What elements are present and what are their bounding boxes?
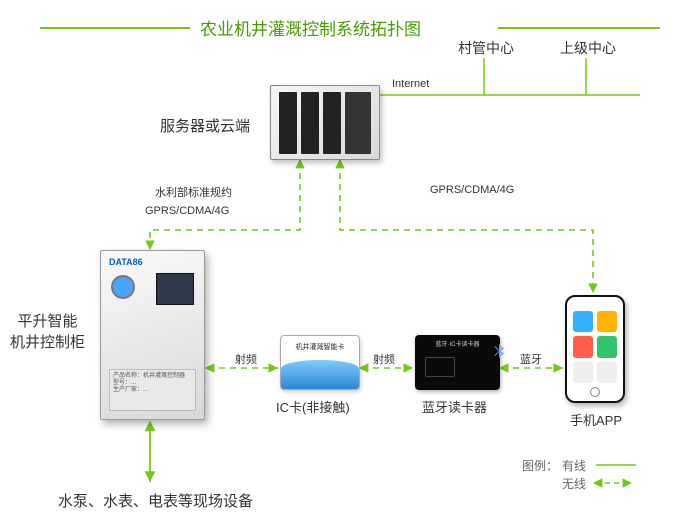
server-label: 服务器或云端 bbox=[160, 115, 250, 136]
ic-card-text: 机井灌溉智能卡 bbox=[281, 342, 359, 352]
phone-label: 手机APP bbox=[570, 410, 622, 429]
bt-label: 蓝牙 bbox=[520, 351, 542, 367]
ic-card-label: IC卡(非接触) bbox=[276, 397, 350, 416]
legend-wired: 有线 bbox=[562, 457, 586, 474]
protocol-label: 水利部标准规约 bbox=[155, 184, 232, 200]
cabinet-label: 平升智能 机井控制柜 bbox=[10, 310, 85, 352]
cabinet-brand: DATA86 bbox=[109, 257, 143, 267]
server-node bbox=[270, 85, 380, 160]
bt-reader-label: 蓝牙读卡器 bbox=[422, 397, 487, 416]
cabinet-node: DATA86 产品名称：机井灌溉控制器型号：...生产厂家：... bbox=[100, 250, 205, 420]
phone-node bbox=[565, 295, 625, 403]
topology-diagram: 农业机井灌溉控制系统拓扑图 服务器或云端 Internet 村管中心 上级中心 … bbox=[0, 0, 700, 530]
gprs-right-label: GPRS/CDMA/4G bbox=[430, 184, 514, 196]
superior-center-label: 上级中心 bbox=[560, 38, 616, 58]
diagram-title: 农业机井灌溉控制系统拓扑图 bbox=[200, 15, 421, 40]
app-grid bbox=[573, 311, 617, 383]
rf2-label: 射频 bbox=[373, 351, 395, 367]
field-devices-label: 水泵、水表、电表等现场设备 bbox=[58, 490, 253, 511]
bt-reader-node: 蓝牙·IC卡读卡器 bbox=[415, 335, 500, 390]
internet-label: Internet bbox=[392, 78, 429, 90]
ic-card-node: 机井灌溉智能卡 bbox=[280, 335, 360, 390]
village-center-label: 村管中心 bbox=[458, 38, 514, 58]
rf1-label: 射频 bbox=[235, 351, 257, 367]
gprs-left-label: GPRS/CDMA/4G bbox=[145, 205, 229, 217]
legend-wireless: 无线 bbox=[562, 475, 586, 492]
legend-title: 图例： bbox=[522, 457, 558, 474]
